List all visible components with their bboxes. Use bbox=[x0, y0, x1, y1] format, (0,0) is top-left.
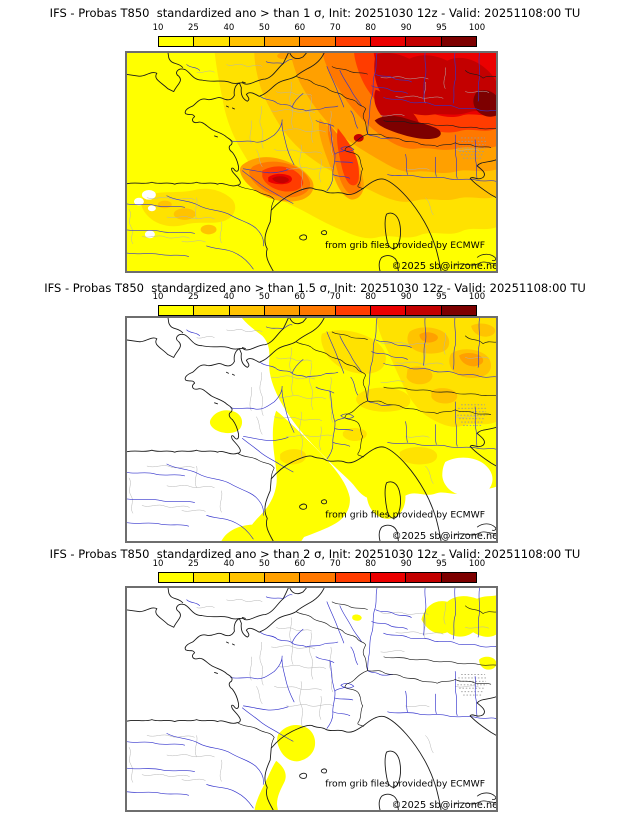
colorbar-segment bbox=[406, 37, 442, 46]
colorbar-segment bbox=[159, 306, 195, 315]
colorbar-tick: 25 bbox=[188, 23, 199, 33]
colorbar-segment bbox=[300, 573, 336, 582]
colorbar-tick: 40 bbox=[223, 559, 235, 569]
colorbar-tick: 100 bbox=[468, 292, 486, 302]
colorbar-segment bbox=[264, 37, 301, 46]
colorbar-segment bbox=[335, 37, 371, 46]
colorbar-bar bbox=[158, 572, 477, 583]
colorbar-ticks: 10 25 40 50 60 70 80 90 95 100 bbox=[153, 292, 486, 304]
colorbar-tick: 40 bbox=[223, 292, 235, 302]
colorbar-tick: 80 bbox=[365, 559, 377, 569]
anti-spam-scribble bbox=[455, 523, 496, 536]
colorbar-tick: 25 bbox=[188, 292, 199, 302]
copyright-text: ©2025 sb@irizone.net bbox=[392, 261, 496, 271]
colorbar-tick: 10 bbox=[152, 292, 164, 302]
panel-2-map: from grib files provided by ECMWF ©2025 … bbox=[125, 316, 498, 543]
colorbar-tick: 60 bbox=[294, 23, 306, 33]
colorbar-segment bbox=[406, 573, 442, 582]
colorbar-tick: 95 bbox=[436, 23, 447, 33]
colorbar-segment bbox=[264, 573, 301, 582]
panel-2-colorbar: 10 25 40 50 60 70 80 90 95 100 bbox=[153, 292, 486, 316]
colorbar-segment bbox=[194, 573, 230, 582]
ecmwf-attribution: from grib files provided by ECMWF bbox=[325, 241, 485, 251]
colorbar-segment bbox=[335, 306, 371, 315]
panel-3-title: IFS - Probas T850 standardized ano > tha… bbox=[49, 547, 581, 561]
colorbar-tick: 40 bbox=[223, 23, 235, 33]
colorbar-tick: 60 bbox=[294, 292, 306, 302]
colorbar-tick: 100 bbox=[468, 23, 486, 33]
panel-2-map-svg: from grib files provided by ECMWF ©2025 … bbox=[127, 318, 496, 541]
colorbar-bar bbox=[158, 36, 477, 47]
colorbar-segment bbox=[159, 573, 195, 582]
colorbar-tick: 10 bbox=[152, 559, 164, 569]
colorbar-segment bbox=[159, 37, 195, 46]
colorbar-segment bbox=[229, 306, 265, 315]
colorbar-segment bbox=[406, 306, 442, 315]
panel-1-colorbar: 10 25 40 50 60 70 80 90 95 100 bbox=[153, 23, 486, 47]
colorbar-tick: 50 bbox=[258, 23, 270, 33]
ecmwf-attribution: from grib files provided by ECMWF bbox=[325, 509, 485, 520]
copyright-text: ©2025 sb@irizone.net bbox=[392, 800, 496, 810]
panel-3-map: from grib files provided by ECMWF ©2025 … bbox=[125, 586, 498, 812]
colorbar-segment bbox=[229, 573, 265, 582]
panel-1-map: from grib files provided by ECMWF ©2025 … bbox=[125, 51, 498, 273]
colorbar-tick: 70 bbox=[329, 292, 341, 302]
panel-1-map-svg: from grib files provided by ECMWF ©2025 … bbox=[127, 53, 496, 271]
colorbar-tick: 25 bbox=[188, 559, 199, 569]
colorbar-tick: 50 bbox=[258, 559, 270, 569]
colorbar-tick: 90 bbox=[400, 559, 412, 569]
panel-1-title: IFS - Probas T850 standardized ano > tha… bbox=[49, 6, 581, 20]
probability-field-1p5sigma bbox=[127, 318, 496, 541]
colorbar-segment bbox=[370, 37, 407, 46]
colorbar-segment bbox=[370, 306, 407, 315]
colorbar-segment bbox=[441, 573, 476, 582]
colorbar-tick: 95 bbox=[436, 292, 447, 302]
panel-2-title: IFS - Probas T850 standardized ano > tha… bbox=[44, 281, 586, 295]
colorbar-segment bbox=[300, 37, 336, 46]
colorbar-segment bbox=[335, 573, 371, 582]
probability-field-2sigma bbox=[127, 588, 496, 810]
colorbar-tick: 70 bbox=[329, 559, 341, 569]
colorbar-tick: 100 bbox=[468, 559, 486, 569]
colorbar-tick: 90 bbox=[400, 292, 412, 302]
colorbar-tick: 90 bbox=[400, 23, 412, 33]
colorbar-segment bbox=[194, 306, 230, 315]
copyright-text: ©2025 sb@irizone.net bbox=[392, 531, 496, 541]
colorbar-tick: 80 bbox=[365, 292, 377, 302]
colorbar-tick: 70 bbox=[329, 23, 341, 33]
colorbar-tick: 50 bbox=[258, 292, 270, 302]
colorbar-bar bbox=[158, 305, 477, 316]
panel-3-colorbar: 10 25 40 50 60 70 80 90 95 100 bbox=[153, 559, 486, 583]
probability-field-1sigma bbox=[127, 53, 496, 271]
colorbar-tick: 95 bbox=[436, 559, 447, 569]
anti-spam-scribble bbox=[455, 253, 496, 266]
colorbar-segment bbox=[229, 37, 265, 46]
colorbar-segment bbox=[441, 306, 476, 315]
anti-spam-scribble bbox=[455, 792, 496, 805]
colorbar-segment bbox=[194, 37, 230, 46]
colorbar-tick: 10 bbox=[152, 23, 164, 33]
colorbar-segment bbox=[441, 37, 476, 46]
colorbar-tick: 60 bbox=[294, 559, 306, 569]
colorbar-tick: 80 bbox=[365, 23, 377, 33]
colorbar-segment bbox=[264, 306, 301, 315]
colorbar-segment bbox=[300, 306, 336, 315]
colorbar-segment bbox=[370, 573, 407, 582]
ecmwf-attribution: from grib files provided by ECMWF bbox=[325, 778, 485, 789]
panel-3-map-svg: from grib files provided by ECMWF ©2025 … bbox=[127, 588, 496, 810]
colorbar-ticks: 10 25 40 50 60 70 80 90 95 100 bbox=[153, 23, 486, 35]
colorbar-ticks: 10 25 40 50 60 70 80 90 95 100 bbox=[153, 559, 486, 571]
